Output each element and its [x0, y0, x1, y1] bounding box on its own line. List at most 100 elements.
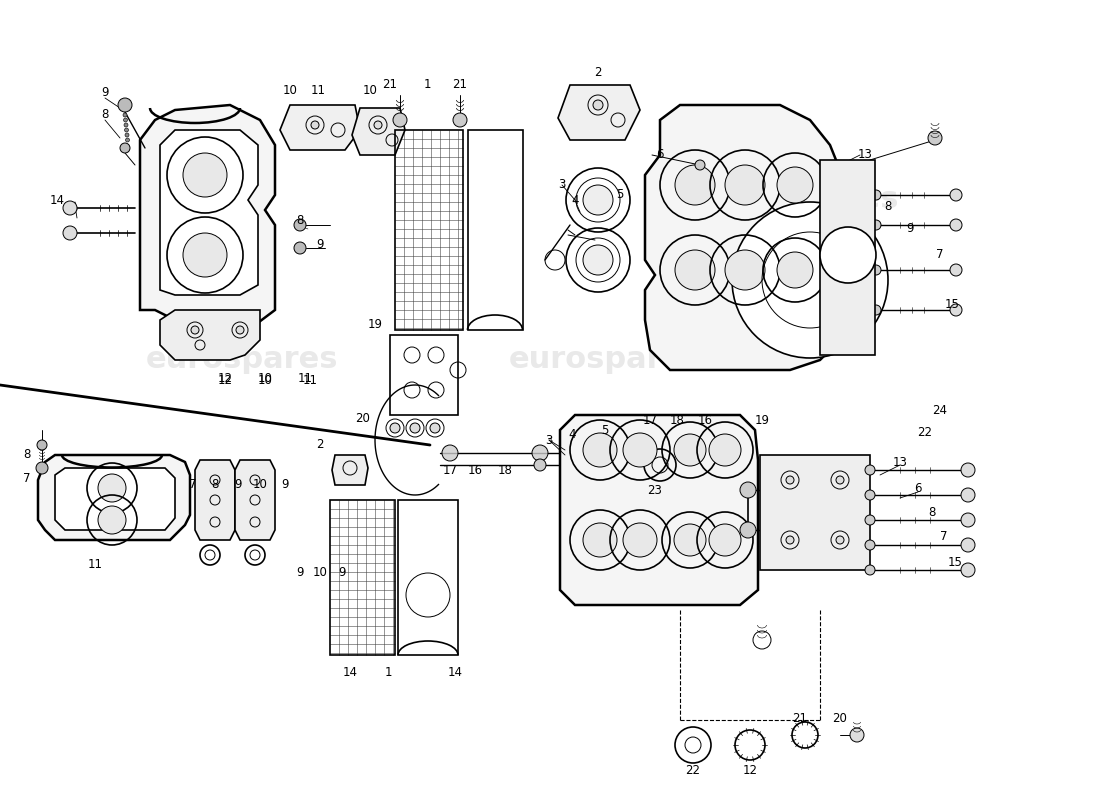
Circle shape [583, 523, 617, 557]
Circle shape [191, 326, 199, 334]
Text: 13: 13 [892, 455, 907, 469]
Text: 3: 3 [559, 178, 565, 191]
Text: 5: 5 [616, 189, 624, 202]
Text: 23: 23 [648, 483, 662, 497]
Text: 14: 14 [448, 666, 462, 678]
Text: 19: 19 [367, 318, 383, 331]
Text: 10: 10 [257, 374, 273, 386]
Text: 12: 12 [218, 374, 232, 386]
Circle shape [777, 167, 813, 203]
Circle shape [63, 226, 77, 240]
Circle shape [118, 98, 132, 112]
Circle shape [183, 153, 227, 197]
Text: 11: 11 [310, 83, 326, 97]
Circle shape [871, 265, 881, 275]
Text: 9: 9 [282, 478, 288, 491]
Circle shape [928, 131, 942, 145]
Circle shape [98, 474, 126, 502]
Bar [760, 455, 870, 570]
Text: 8: 8 [928, 506, 936, 519]
Text: eurospares: eurospares [508, 346, 702, 374]
Circle shape [961, 488, 975, 502]
Text: 14: 14 [50, 194, 65, 206]
Text: 16: 16 [697, 414, 713, 426]
Circle shape [950, 264, 962, 276]
Circle shape [236, 326, 244, 334]
Circle shape [675, 165, 715, 205]
Text: 22: 22 [685, 763, 701, 777]
Circle shape [124, 123, 128, 127]
Text: 7: 7 [23, 471, 31, 485]
Circle shape [695, 160, 705, 170]
Circle shape [961, 538, 975, 552]
Circle shape [961, 463, 975, 477]
Circle shape [37, 440, 47, 450]
Circle shape [871, 305, 881, 315]
Text: 8: 8 [296, 214, 304, 226]
Text: 10: 10 [312, 566, 328, 579]
Circle shape [950, 304, 962, 316]
Text: 9: 9 [101, 86, 109, 99]
Polygon shape [39, 455, 190, 540]
Circle shape [125, 133, 129, 137]
Text: 9: 9 [296, 566, 304, 579]
Circle shape [674, 524, 706, 556]
Circle shape [865, 565, 874, 575]
Circle shape [732, 202, 888, 358]
Text: 18: 18 [497, 463, 513, 477]
Polygon shape [160, 130, 258, 295]
Polygon shape [558, 85, 640, 140]
Bar [468, 130, 522, 330]
Text: 10: 10 [283, 83, 297, 97]
Circle shape [124, 128, 129, 132]
Circle shape [777, 252, 813, 288]
Circle shape [453, 113, 468, 127]
Text: 1: 1 [384, 666, 392, 678]
Text: 4: 4 [571, 194, 579, 206]
Text: 14: 14 [342, 666, 358, 678]
Text: 8: 8 [211, 478, 219, 491]
Text: 11: 11 [297, 371, 312, 385]
Text: 20: 20 [833, 711, 847, 725]
Text: 15: 15 [947, 557, 962, 570]
Bar [395, 130, 463, 330]
Polygon shape [160, 310, 260, 360]
Polygon shape [140, 105, 275, 330]
Text: eurospares: eurospares [706, 186, 900, 214]
Circle shape [98, 506, 126, 534]
Circle shape [410, 423, 420, 433]
Text: 8: 8 [884, 201, 892, 214]
Bar [398, 500, 458, 655]
Text: 4: 4 [569, 429, 575, 442]
Circle shape [120, 143, 130, 153]
Text: 17: 17 [642, 414, 658, 426]
Circle shape [393, 113, 407, 127]
Text: 21: 21 [452, 78, 468, 91]
Circle shape [430, 423, 440, 433]
Text: 9: 9 [234, 478, 242, 491]
Circle shape [961, 563, 975, 577]
Circle shape [950, 189, 962, 201]
Text: 22: 22 [917, 426, 933, 438]
Text: 7: 7 [940, 530, 948, 543]
Circle shape [865, 490, 874, 500]
Circle shape [311, 121, 319, 129]
Text: 10: 10 [257, 371, 273, 385]
Circle shape [850, 728, 864, 742]
Text: 13: 13 [858, 149, 872, 162]
Text: 10: 10 [253, 478, 267, 491]
Text: 11: 11 [302, 374, 318, 386]
Circle shape [442, 445, 458, 461]
Text: 21: 21 [383, 78, 397, 91]
Circle shape [294, 219, 306, 231]
Circle shape [865, 515, 874, 525]
Text: 12: 12 [218, 371, 232, 385]
Circle shape [836, 536, 844, 544]
Text: 6: 6 [914, 482, 922, 494]
Text: eurospares: eurospares [145, 346, 339, 374]
Text: 3: 3 [546, 434, 552, 446]
Circle shape [583, 245, 613, 275]
Bar [330, 500, 395, 655]
Circle shape [820, 227, 876, 283]
Text: 8: 8 [23, 449, 31, 462]
